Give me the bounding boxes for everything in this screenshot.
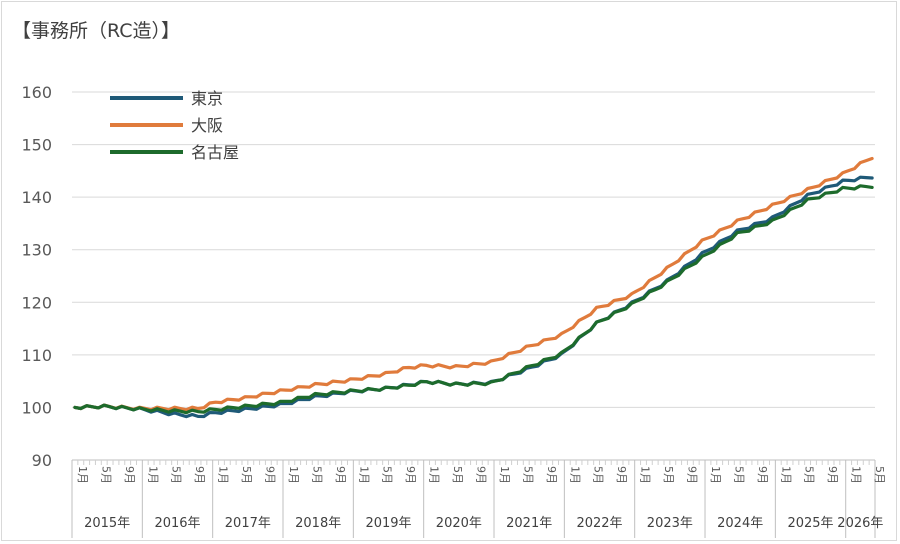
y-tick-label: 130	[21, 241, 52, 260]
x-month-tick-label: 1月	[498, 466, 511, 484]
gridlines	[72, 91, 875, 408]
x-month-tick-label: 9月	[475, 466, 488, 484]
x-year-label: 2023年	[647, 516, 693, 531]
x-month-tick-label: 1月	[217, 466, 230, 484]
y-axis-ticks: 90 100 110 120 130 140 150 160	[21, 83, 52, 470]
y-tick-label: 120	[21, 293, 52, 312]
x-month-tick-label: 1月	[428, 466, 441, 484]
x-month-tick-label: 9月	[193, 466, 206, 484]
y-tick-label: 110	[21, 346, 52, 365]
x-month-tick-label: 5月	[662, 466, 675, 484]
x-year-label: 2020年	[436, 516, 482, 531]
x-year-label: 2024年	[717, 516, 763, 531]
x-month-tick-label: 1月	[287, 466, 300, 484]
x-year-label: 2026年	[837, 516, 883, 531]
x-month-tick-label: 1月	[568, 466, 581, 484]
x-month-tick-label: 5月	[592, 466, 605, 484]
y-tick-label: 100	[21, 398, 52, 417]
y-tick-label: 150	[21, 136, 52, 155]
x-month-tick-label: 9月	[123, 466, 136, 484]
x-month-tick-label: 9月	[334, 466, 347, 484]
x-month-tick-label: 5月	[803, 466, 816, 484]
x-month-tick-label: 1月	[146, 466, 159, 484]
x-month-tick-label: 9月	[404, 466, 417, 484]
x-year-label: 2022年	[576, 516, 622, 531]
x-month-tick-label: 1月	[850, 466, 863, 484]
x-month-tick-label: 9月	[756, 466, 769, 484]
x-month-tick-label: 1月	[639, 466, 652, 484]
x-year-label: 2021年	[506, 516, 552, 531]
y-tick-label: 140	[21, 188, 52, 207]
x-month-tick-label: 5月	[381, 466, 394, 484]
legend-label: 東京	[191, 89, 223, 108]
x-month-tick-label: 5月	[451, 466, 464, 484]
x-axis: 1月 5月 9月 2015年 1月 5月 9月 2016年 1月 5月 9月 2017年 1月 5月 9月 2…	[71, 459, 886, 538]
x-month-tick-label: 5月	[310, 466, 323, 484]
x-year-label: 2018年	[295, 516, 341, 531]
y-tick-label: 160	[21, 83, 52, 102]
x-month-tick-label: 5月	[170, 466, 183, 484]
series-line-大阪	[73, 156, 874, 412]
x-month-tick-label: 9月	[615, 466, 628, 484]
x-month-tick-label: 1月	[76, 466, 89, 484]
series-lines	[73, 156, 874, 419]
series-line-名古屋	[73, 184, 874, 415]
x-month-tick-label: 9月	[686, 466, 699, 484]
x-month-tick-label: 5月	[873, 466, 886, 484]
x-year-label: 2017年	[225, 516, 271, 531]
x-month-tick-label: 9月	[545, 466, 558, 484]
legend-label: 大阪	[191, 116, 223, 135]
x-month-tick-label: 5月	[99, 466, 112, 484]
x-year-label: 2015年	[84, 516, 130, 531]
x-month-tick-label: 9月	[826, 466, 839, 484]
y-tick-label: 90	[32, 451, 52, 470]
x-month-tick-label: 5月	[732, 466, 745, 484]
legend-label: 名古屋	[191, 143, 239, 162]
x-month-tick-label: 5月	[240, 466, 253, 484]
chart-title: 【事務所（RC造）】	[12, 20, 181, 42]
x-month-tick-label: 5月	[521, 466, 534, 484]
x-year-label: 2025年	[787, 516, 833, 531]
x-month-tick-label: 9月	[263, 466, 276, 484]
x-month-tick-label: 1月	[709, 466, 722, 484]
x-year-label: 2019年	[365, 516, 411, 531]
x-month-tick-label: 1月	[357, 466, 370, 484]
x-year-label: 2016年	[154, 516, 200, 531]
x-month-tick-label: 1月	[779, 466, 792, 484]
